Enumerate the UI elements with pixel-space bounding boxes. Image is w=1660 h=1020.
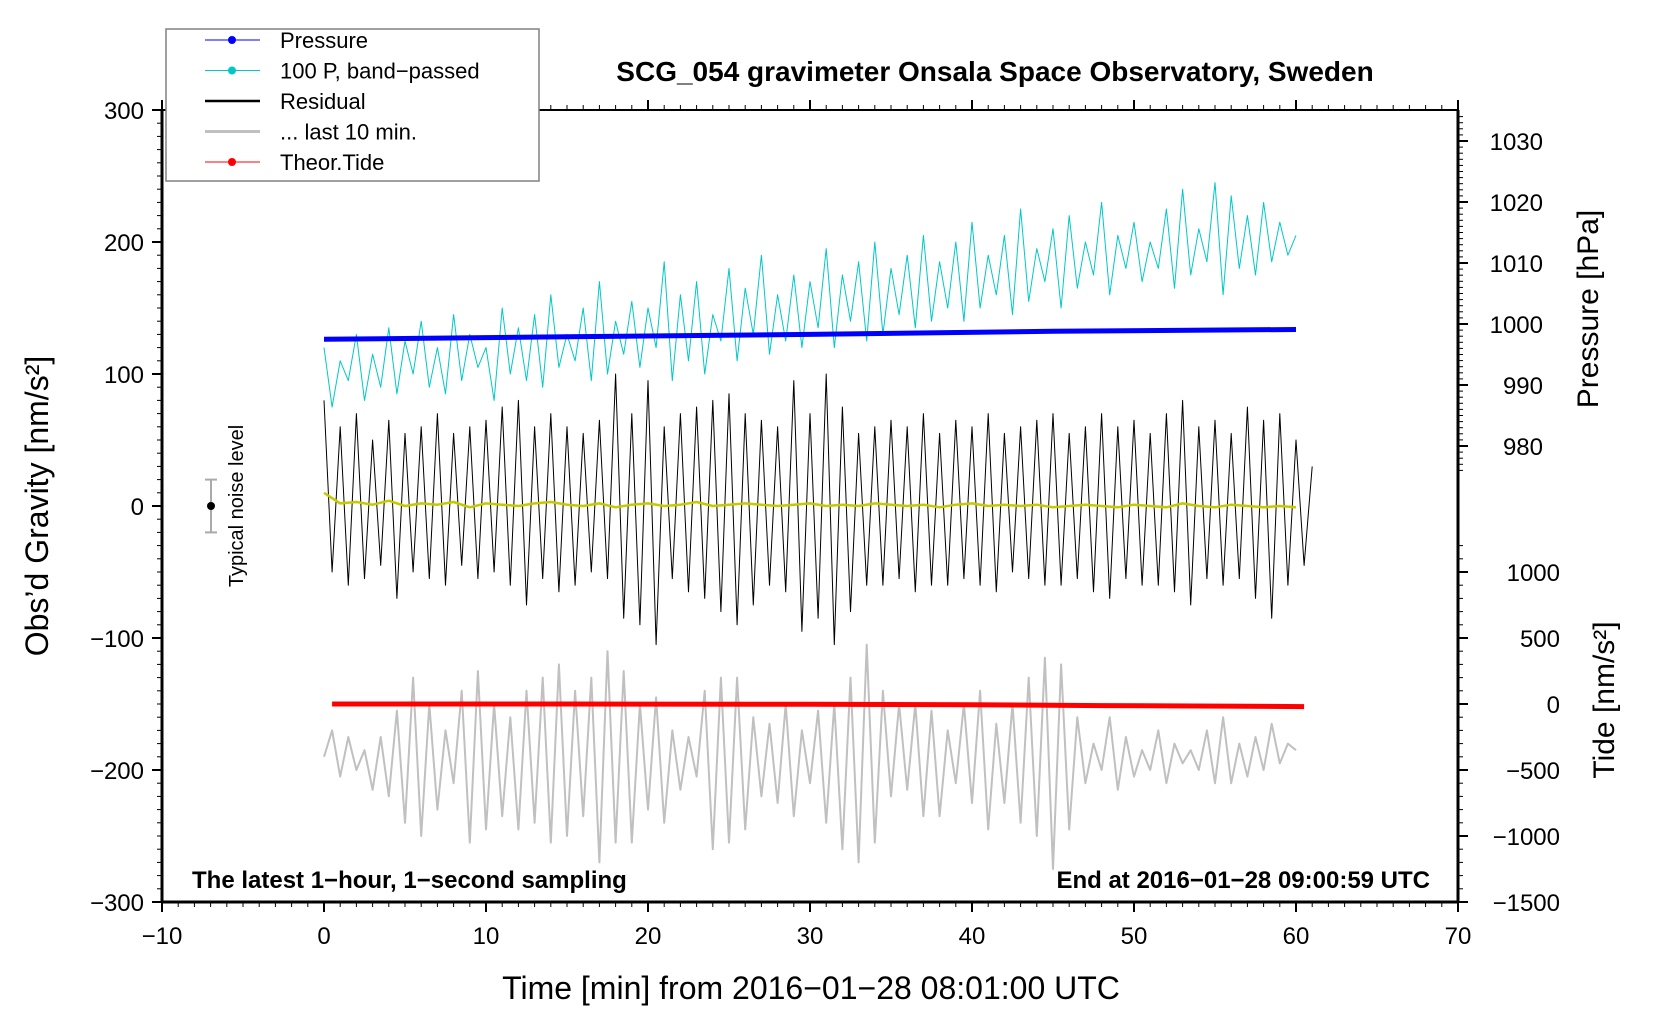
noise-level-indicator: Typical noise level (205, 425, 248, 587)
series-group (323, 182, 1313, 870)
x-tick-label: 70 (1445, 923, 1472, 950)
legend-box (165, 28, 540, 182)
x-tick-label: 60 (1283, 923, 1310, 950)
pressure-axis-label: Pressure [hPa] (1572, 210, 1605, 408)
series-residual (323, 373, 1313, 646)
pressure-tick-label: 1020 (1490, 190, 1543, 217)
x-tick-label: 50 (1121, 923, 1148, 950)
tide-tick-label: −1500 (1493, 890, 1560, 917)
legend-label: Theor.Tide (280, 150, 384, 175)
legend-label: 100 P, band−passed (280, 59, 480, 84)
pressure-tick-label: 1010 (1490, 251, 1543, 278)
legend-label: Pressure (280, 28, 368, 53)
x-axis-label: Time [min] from 2016−01−28 08:01:00 UTC (502, 970, 1120, 1006)
legend-marker (228, 36, 236, 44)
pressure-tick-label: 990 (1503, 373, 1543, 400)
y-tick-label: −100 (90, 626, 144, 653)
y-axis-label: Obs’d Gravity [nm/s²] (19, 356, 55, 657)
noise-level-label: Typical noise level (226, 425, 248, 587)
series-residual-smoothed (323, 491, 1297, 509)
series-pressure-bandpassed (323, 182, 1297, 408)
tide-tick-label: 500 (1520, 626, 1560, 653)
sampling-note: The latest 1−hour, 1−second sampling (192, 867, 627, 894)
tide-tick-label: −500 (1506, 758, 1560, 785)
legend-label: Residual (280, 89, 366, 114)
pressure-tick-label: 980 (1503, 434, 1543, 461)
legend-label: ... last 10 min. (280, 120, 417, 145)
x-tick-label: 30 (797, 923, 824, 950)
y-tick-label: 300 (104, 98, 144, 125)
end-time-note: End at 2016−01−28 09:00:59 UTC (1056, 867, 1430, 894)
y-tick-label: 0 (131, 494, 144, 521)
x-tick-label: 10 (473, 923, 500, 950)
tide-tick-label: 0 (1547, 692, 1560, 719)
noise-dot (207, 502, 215, 510)
pressure-tick-label: 1000 (1490, 312, 1543, 339)
tide-tick-label: −1000 (1493, 824, 1560, 851)
legend-marker (228, 66, 236, 75)
x-tick-label: 20 (635, 923, 662, 950)
tide-axis-label: Tide [nm/s²] (1588, 621, 1621, 778)
chart-title: SCG_054 gravimeter Onsala Space Observat… (616, 56, 1373, 87)
pressure-tick-label: 1030 (1490, 129, 1543, 156)
legend: Pressure 100 P, band−passed Residual ... la… (165, 28, 540, 182)
series-pressure (323, 327, 1297, 342)
x-tick-label: 0 (317, 923, 330, 950)
y-tick-label: −300 (90, 890, 144, 917)
x-tick-label: 40 (959, 923, 986, 950)
tide-tick-label: 1000 (1507, 560, 1560, 587)
x-tick-label: −10 (142, 923, 183, 950)
y-tick-label: 100 (104, 362, 144, 389)
axis-ticks: −10 0 10 20 30 40 50 60 703002001000−100−200−300… (90, 98, 1560, 950)
legend-marker (228, 158, 236, 166)
series-last-10-min (323, 643, 1297, 870)
y-tick-label: 200 (104, 230, 144, 257)
series-theoretical-tide (332, 701, 1305, 710)
y-tick-label: −200 (90, 758, 144, 785)
